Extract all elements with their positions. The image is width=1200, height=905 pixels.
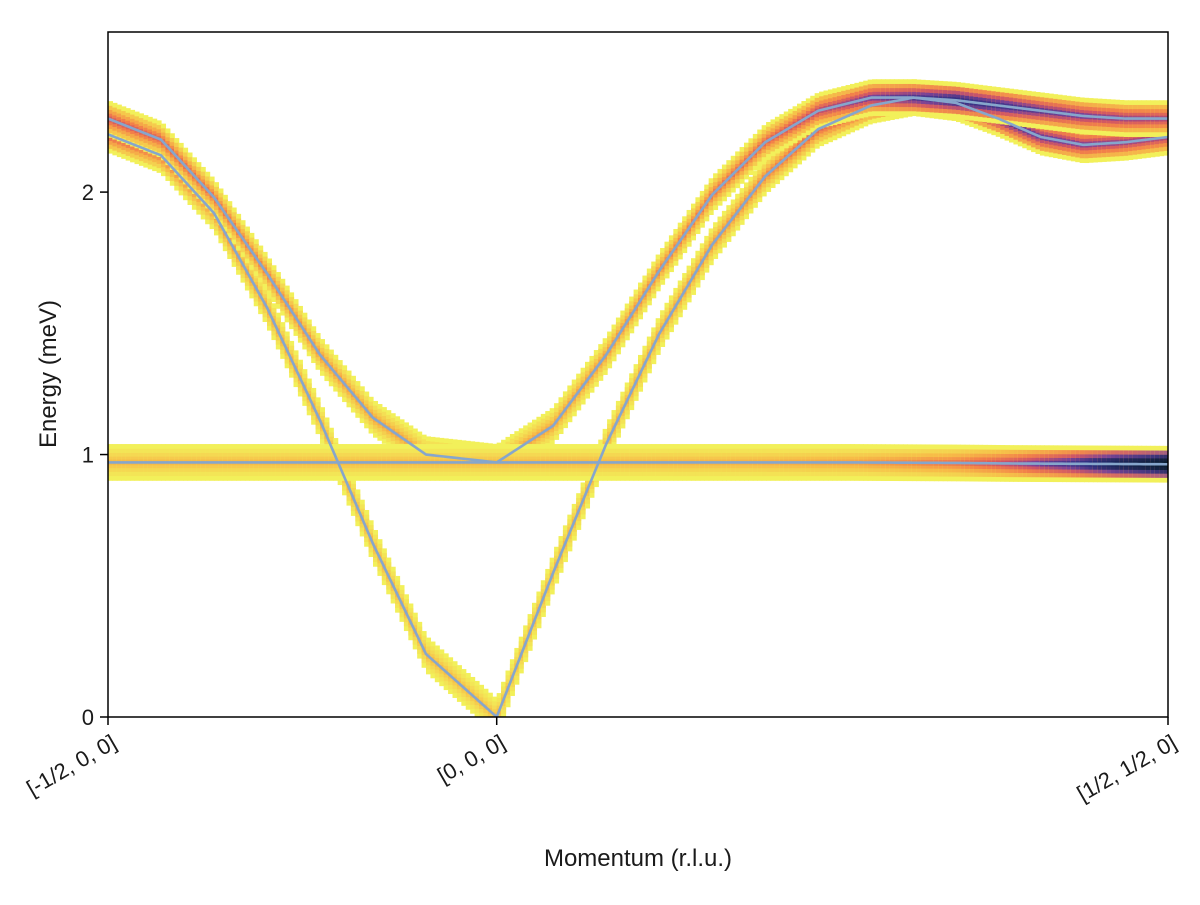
dispersion-lines — [108, 96, 1168, 717]
plot-frame — [107, 31, 1169, 718]
x-tick-label: [1/2, 1/2, 0] — [1073, 730, 1181, 807]
plot-area — [108, 79, 1168, 717]
dispersion-line-3 — [108, 461, 1168, 466]
x-axis-title: Momentum (r.l.u.) — [544, 845, 732, 872]
y-axis-title: Energy (meV) — [35, 300, 62, 448]
axes: 0 1 2 [-1/2, 0, 0] [0, 0, 0] [1/2, 1/2, 0] — [22, 180, 1180, 806]
x-tick-label: [-1/2, 0, 0] — [22, 730, 120, 801]
y-tick-label: 0 — [82, 705, 94, 730]
x-tick-label: [0, 0, 0] — [433, 730, 509, 788]
heatmap-band-1 — [108, 79, 1168, 717]
dispersion-line-1 — [108, 96, 1168, 717]
y-tick-label: 2 — [82, 180, 94, 205]
y-tick-label: 1 — [82, 443, 94, 468]
dispersion-line-2 — [108, 96, 1168, 464]
